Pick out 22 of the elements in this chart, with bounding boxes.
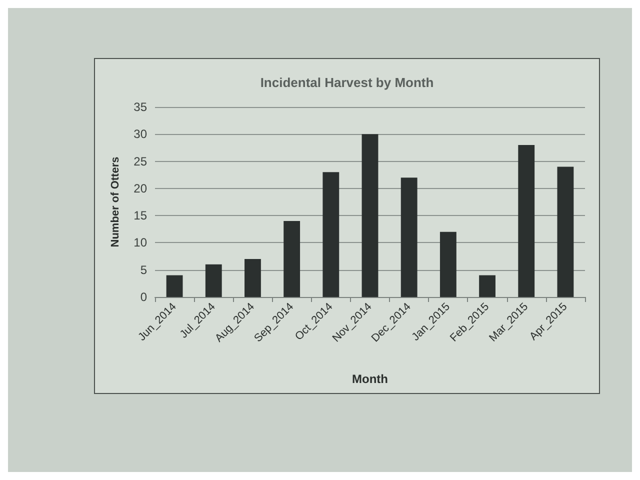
y-tick-label: 0 — [140, 290, 148, 304]
bar — [440, 232, 456, 297]
y-tick-label: 25 — [134, 154, 148, 168]
y-tick-label: 20 — [134, 181, 148, 196]
bar — [166, 275, 183, 297]
bar — [518, 145, 535, 297]
chart-title: Incidental Harvest by Month — [260, 75, 434, 90]
bar — [362, 134, 378, 297]
bar — [479, 275, 496, 297]
bar — [557, 166, 574, 297]
bar — [205, 264, 222, 297]
bar — [244, 259, 261, 297]
bar — [284, 221, 300, 297]
y-tick-label: 30 — [134, 127, 148, 142]
y-tick-label: 10 — [134, 236, 148, 250]
y-tick-label: 15 — [134, 208, 148, 223]
x-axis-title: Month — [352, 372, 388, 386]
y-tick-label: 5 — [140, 262, 148, 277]
y-axis-title: Number of Otters — [110, 156, 122, 248]
bar — [322, 172, 340, 297]
bar — [400, 178, 418, 297]
y-tick-label: 35 — [134, 100, 148, 114]
